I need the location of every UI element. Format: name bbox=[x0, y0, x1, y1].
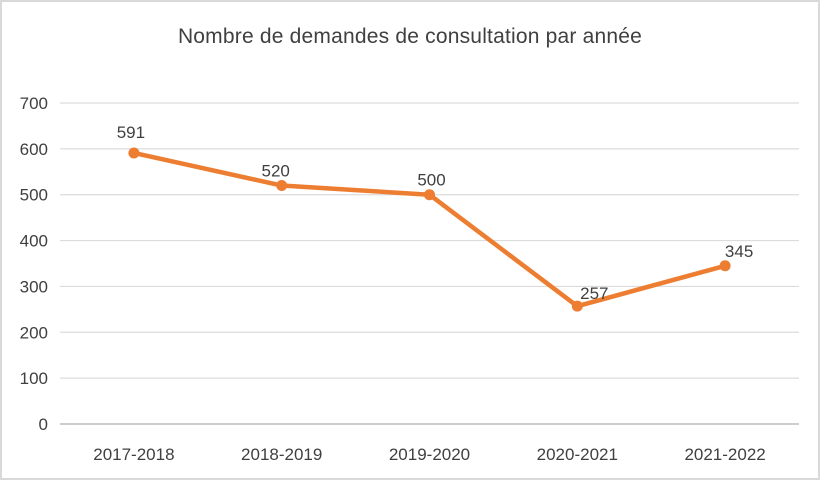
y-tick-label: 400 bbox=[20, 232, 48, 251]
y-tick-label: 600 bbox=[20, 140, 48, 159]
data-point-marker bbox=[128, 147, 140, 159]
chart-title: Nombre de demandes de consultation par a… bbox=[177, 25, 643, 48]
data-point-marker bbox=[719, 260, 731, 272]
y-tick-label: 100 bbox=[20, 369, 48, 388]
data-point-label: 345 bbox=[725, 242, 753, 261]
x-tick-label: 2018-2019 bbox=[241, 445, 322, 464]
data-point-label: 591 bbox=[117, 123, 145, 142]
data-point-marker bbox=[571, 300, 583, 312]
y-tick-label: 300 bbox=[20, 277, 48, 296]
y-tick-label: 500 bbox=[20, 186, 48, 205]
x-tick-label: 2017-2018 bbox=[93, 445, 174, 464]
data-point-label: 257 bbox=[580, 284, 608, 303]
data-point-marker bbox=[424, 189, 435, 201]
data-point-label: 500 bbox=[417, 171, 445, 190]
x-tick-label: 2020-2021 bbox=[537, 445, 618, 464]
y-tick-label: 0 bbox=[39, 415, 48, 434]
data-point-label: 520 bbox=[262, 162, 290, 181]
x-tick-label: 2019-2020 bbox=[389, 445, 470, 464]
x-tick-label: 2021-2022 bbox=[684, 445, 765, 464]
y-tick-label: 700 bbox=[20, 94, 48, 113]
data-point-marker bbox=[276, 180, 288, 192]
y-tick-label: 200 bbox=[20, 323, 48, 342]
